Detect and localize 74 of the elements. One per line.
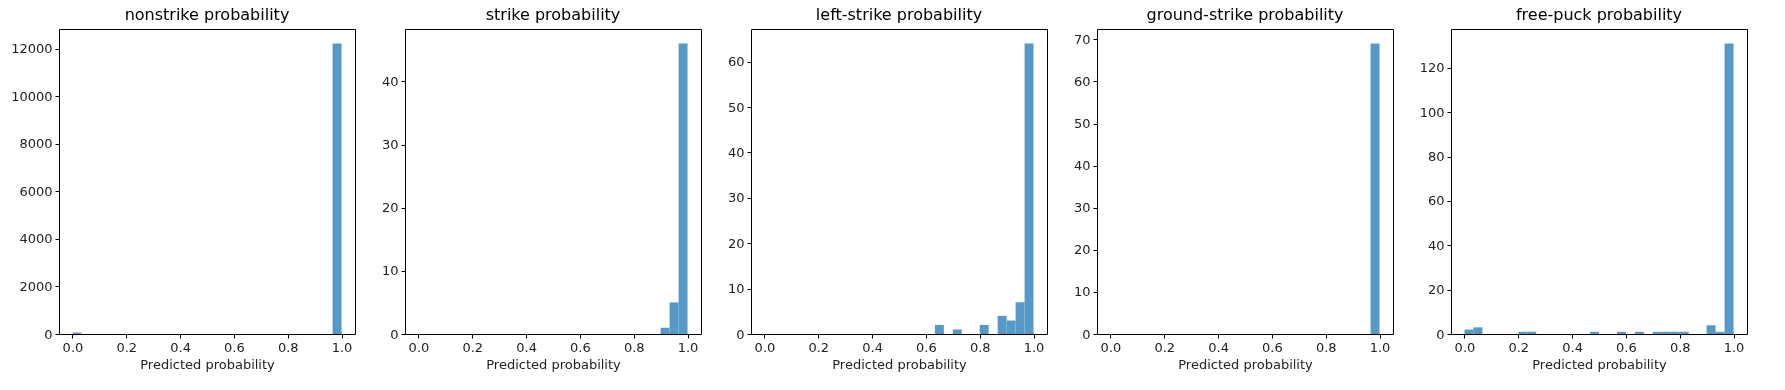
x-tick-label: 0.4 — [862, 339, 883, 355]
y-tick-label: 60 — [727, 54, 745, 70]
y-tick-label: 0 — [1436, 326, 1445, 342]
y-tick-label: 40 — [727, 144, 745, 160]
chart-title: nonstrike probability — [124, 5, 290, 24]
y-tick-label: 40 — [1073, 158, 1091, 174]
chart-title: left-strike probability — [815, 5, 983, 24]
y-tick-label: 50 — [727, 99, 745, 115]
x-tick-label: 0.2 — [1154, 339, 1176, 355]
y-tick-label: 20 — [1427, 282, 1445, 298]
y-tick-label: 8000 — [19, 136, 53, 152]
x-axis-title: Predicted probability — [1178, 356, 1314, 372]
y-tick-label: 70 — [1073, 31, 1091, 47]
x-tick-label: 0.2 — [808, 339, 830, 355]
y-tick-label: 10 — [1073, 284, 1091, 300]
y-tick-label: 0 — [1082, 326, 1091, 342]
y-tick-label: 10000 — [11, 88, 53, 104]
x-tick-label: 0.0 — [1454, 339, 1476, 355]
x-tick-label: 0.0 — [62, 339, 84, 355]
x-tick-label: 1.0 — [1723, 339, 1745, 355]
x-tick-label: 0.8 — [623, 339, 645, 355]
y-tick-label: 10 — [381, 263, 399, 279]
x-tick-label: 0.8 — [1315, 339, 1337, 355]
x-tick-label: 0.4 — [170, 339, 191, 355]
x-tick-label: 0.8 — [1669, 339, 1691, 355]
y-tick-label: 30 — [1073, 200, 1091, 216]
y-tick-label: 2000 — [19, 278, 53, 294]
y-tick-label: 20 — [727, 235, 745, 251]
x-tick-label: 1.0 — [1023, 339, 1045, 355]
y-tick-label: 30 — [727, 190, 745, 206]
y-tick-label: 10 — [727, 281, 745, 297]
x-tick-label: 1.0 — [677, 339, 699, 355]
x-axis-title: Predicted probability — [486, 356, 622, 372]
x-axis-title: Predicted probability — [140, 356, 276, 372]
x-tick-label: 0.4 — [1562, 339, 1583, 355]
x-tick-label: 0.4 — [516, 339, 537, 355]
x-axis-title: Predicted probability — [1532, 356, 1668, 372]
x-tick-label: 0.2 — [116, 339, 138, 355]
x-tick-label: 1.0 — [331, 339, 353, 355]
y-tick-label: 0 — [736, 326, 745, 342]
y-tick-label: 60 — [1427, 193, 1445, 209]
y-tick-label: 20 — [1073, 242, 1091, 258]
y-tick-label: 4000 — [19, 231, 53, 247]
y-tick-label: 0 — [44, 326, 53, 342]
x-tick-label: 0.0 — [1100, 339, 1122, 355]
x-tick-label: 0.6 — [224, 339, 245, 355]
y-tick-label: 20 — [381, 200, 399, 216]
x-tick-label: 0.6 — [916, 339, 937, 355]
y-tick-label: 120 — [1419, 60, 1445, 76]
y-tick-label: 12000 — [11, 41, 53, 57]
x-tick-label: 0.6 — [1262, 339, 1283, 355]
chart-title: ground-strike probability — [1146, 5, 1344, 24]
x-tick-label: 0.2 — [1508, 339, 1530, 355]
y-tick-label: 60 — [1073, 73, 1091, 89]
y-tick-label: 50 — [1073, 116, 1091, 132]
y-tick-label: 40 — [381, 73, 399, 89]
x-tick-label: 0.2 — [462, 339, 484, 355]
x-tick-label: 0.6 — [1616, 339, 1637, 355]
chart-title: free-puck probability — [1515, 5, 1683, 24]
x-tick-label: 0.0 — [408, 339, 430, 355]
y-tick-label: 40 — [1427, 237, 1445, 253]
x-tick-label: 1.0 — [1369, 339, 1391, 355]
y-tick-label: 30 — [381, 137, 399, 153]
x-tick-label: 0.8 — [277, 339, 299, 355]
x-tick-label: 0.8 — [969, 339, 991, 355]
y-tick-label: 80 — [1427, 149, 1445, 165]
y-tick-label: 6000 — [19, 183, 53, 199]
y-tick-label: 0 — [390, 326, 399, 342]
x-tick-label: 0.6 — [570, 339, 591, 355]
x-axis-title: Predicted probability — [832, 356, 968, 372]
y-tick-label: 100 — [1419, 104, 1445, 120]
x-tick-label: 0.4 — [1208, 339, 1229, 355]
x-tick-label: 0.0 — [754, 339, 776, 355]
chart-title: strike probability — [485, 5, 621, 24]
